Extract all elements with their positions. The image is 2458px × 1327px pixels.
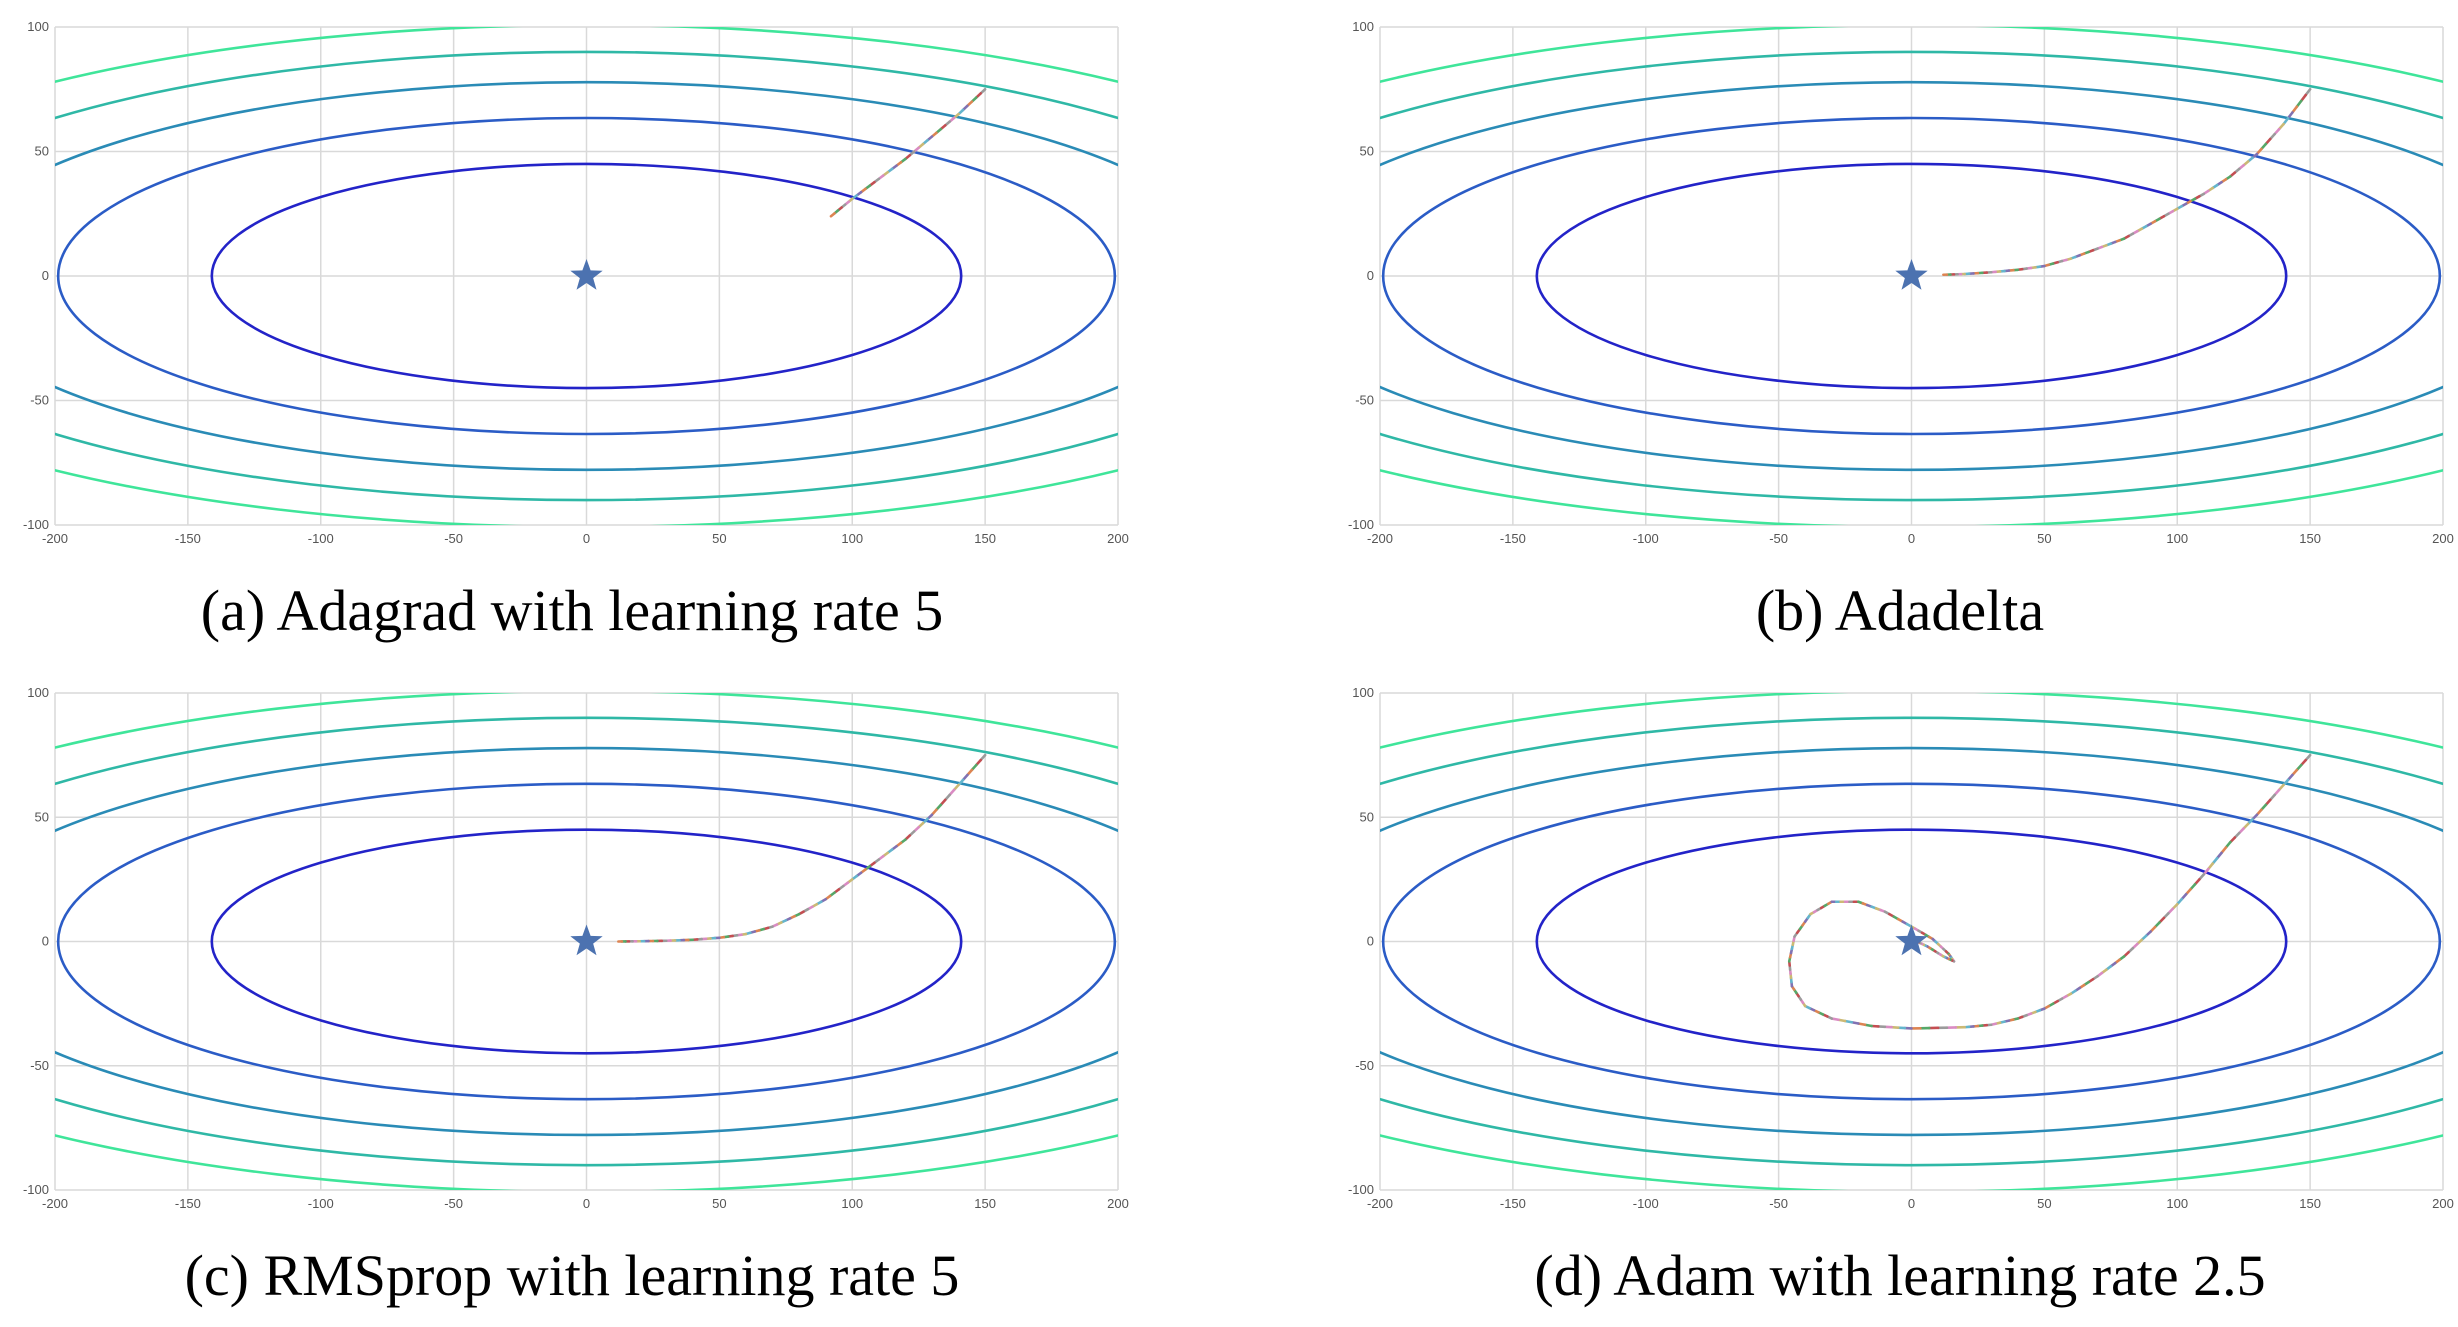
contour-line	[1381, 782, 2442, 1101]
x-tick-label: -100	[1633, 531, 1659, 546]
x-tick-label: -200	[1367, 531, 1393, 546]
x-tick-label: -100	[308, 531, 334, 546]
minimum-star-marker	[1895, 259, 1928, 290]
contour-line	[55, 80, 1118, 472]
subplot-caption: (a) Adagrad with learning rate 5	[201, 578, 943, 643]
x-tick-label: 200	[2432, 531, 2454, 546]
contour-line	[210, 828, 963, 1055]
contour-line	[210, 162, 963, 390]
contour-line	[1380, 50, 2443, 502]
subplot-c: -200 -150 -100 -50 0 50 100 150 200 100 50 0 -50 -100…	[23, 685, 1129, 1308]
y-tick-label: 100	[1352, 19, 1374, 34]
subplot-caption: (c) RMSprop with learning rate 5	[185, 1243, 960, 1308]
x-tick-label: 200	[2432, 1196, 2454, 1211]
x-tick-label: 100	[2166, 1196, 2188, 1211]
y-tick-label: 0	[42, 934, 49, 949]
y-tick-label: -100	[1348, 1182, 1374, 1197]
subplot-caption: (d) Adam with learning rate 2.5	[1534, 1243, 2265, 1308]
y-tick-label: 100	[27, 19, 49, 34]
x-tick-label: -100	[1633, 1196, 1659, 1211]
x-tick-label: 50	[2037, 1196, 2051, 1211]
contour-line	[1381, 116, 2442, 436]
y-tick-label: 0	[1367, 934, 1374, 949]
x-tick-label: -50	[1769, 531, 1788, 546]
y-tick-label: 50	[35, 144, 49, 159]
y-tick-label: 0	[1367, 268, 1374, 283]
trajectory-segment	[829, 212, 836, 218]
x-tick-label: -150	[1500, 1196, 1526, 1211]
x-tick-label: -50	[1769, 1196, 1788, 1211]
subplot-a: -200 -150 -100 -50 0 50 100 150 200 100 50 0 -50 -100…	[23, 19, 1129, 643]
y-tick-label: 50	[1360, 809, 1374, 824]
minimum-star-marker	[570, 259, 603, 290]
minimum-star-marker	[570, 924, 603, 956]
contour-line	[55, 746, 1118, 1137]
x-tick-label: 0	[583, 531, 590, 546]
x-tick-label: 150	[2299, 1196, 2321, 1211]
x-tick-label: -50	[444, 1196, 463, 1211]
x-tick-label: 100	[841, 531, 863, 546]
x-tick-label: 150	[974, 531, 996, 546]
x-tick-label: -150	[175, 531, 201, 546]
contour-line	[1380, 80, 2443, 472]
x-tick-label: -200	[42, 531, 68, 546]
x-tick-label: -100	[308, 1196, 334, 1211]
x-tick-label: 50	[712, 531, 726, 546]
contour-line	[56, 782, 1117, 1101]
x-tick-label: 150	[2299, 531, 2321, 546]
x-tick-label: 100	[841, 1196, 863, 1211]
x-tick-label: 200	[1107, 531, 1129, 546]
y-tick-label: 0	[42, 268, 49, 283]
contour-line	[55, 50, 1118, 502]
x-tick-label: -150	[175, 1196, 201, 1211]
y-tick-label: -100	[1348, 517, 1374, 532]
contour-line	[55, 716, 1118, 1167]
y-tick-label: -50	[30, 393, 49, 408]
y-tick-label: 100	[1352, 685, 1374, 700]
x-tick-label: -200	[1367, 1196, 1393, 1211]
x-tick-label: 0	[583, 1196, 590, 1211]
x-tick-label: 0	[1908, 531, 1915, 546]
contour-line	[1380, 746, 2443, 1137]
y-tick-label: 50	[1360, 144, 1374, 159]
minimum-star-marker	[1895, 924, 1928, 956]
x-tick-label: 100	[2166, 531, 2188, 546]
y-tick-label: -100	[23, 1182, 49, 1197]
x-tick-label: -150	[1500, 531, 1526, 546]
y-tick-label: -50	[30, 1058, 49, 1073]
subplot-d: -200 -150 -100 -50 0 50 100 150 200 100 50 0 -50 -100…	[1348, 685, 2454, 1308]
x-tick-label: -50	[444, 531, 463, 546]
y-tick-label: 100	[27, 685, 49, 700]
x-tick-label: -200	[42, 1196, 68, 1211]
y-tick-label: -50	[1355, 1058, 1374, 1073]
contour-line	[1535, 162, 2288, 390]
y-tick-label: 50	[35, 809, 49, 824]
contour-line	[1380, 716, 2443, 1167]
y-tick-label: -50	[1355, 393, 1374, 408]
subplot-b: -200 -150 -100 -50 0 50 100 150 200 100 50 0 -50 -100…	[1348, 19, 2454, 643]
x-tick-label: 150	[974, 1196, 996, 1211]
x-tick-label: 200	[1107, 1196, 1129, 1211]
contour-line	[56, 116, 1117, 436]
subplot-caption: (b) Adadelta	[1756, 578, 2044, 643]
x-tick-label: 50	[712, 1196, 726, 1211]
contour-line	[1535, 828, 2288, 1055]
y-tick-label: -100	[23, 517, 49, 532]
x-tick-label: 0	[1908, 1196, 1915, 1211]
x-tick-label: 50	[2037, 531, 2051, 546]
